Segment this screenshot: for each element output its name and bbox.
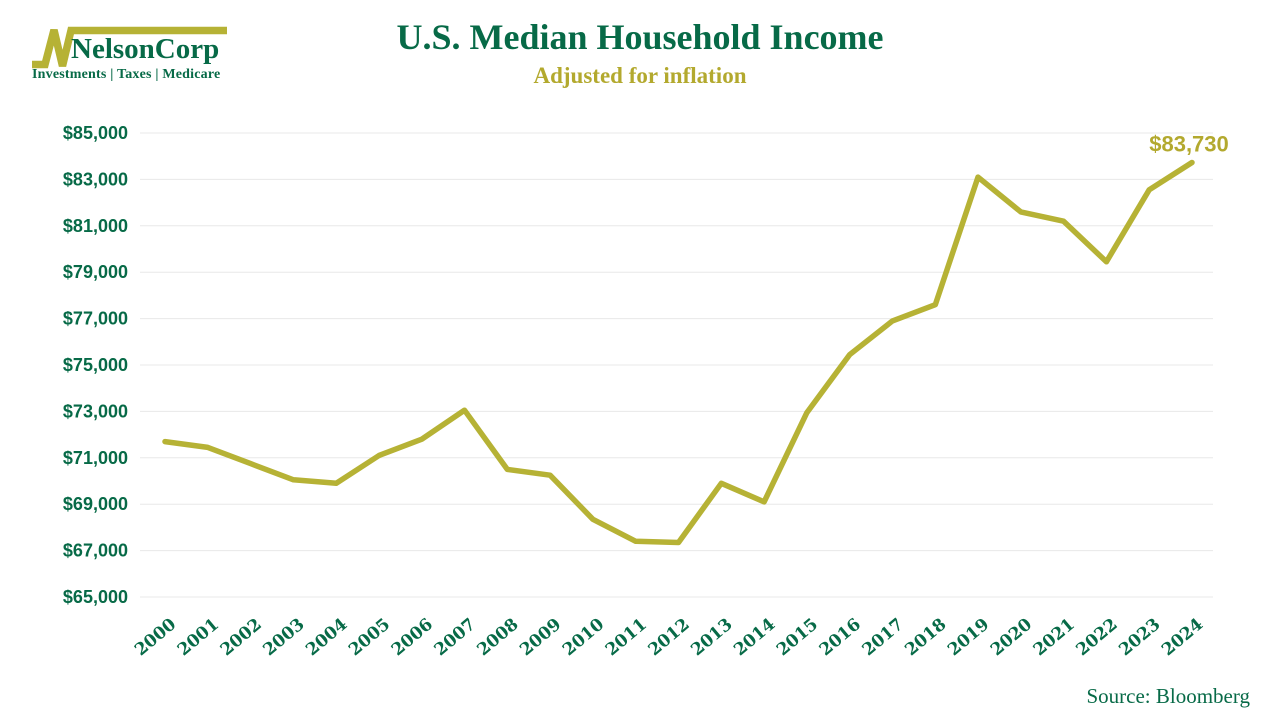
x-tick-label: 2017 (859, 615, 908, 661)
logo-brand-text: NelsonCorp (71, 33, 220, 65)
last-value-label: $83,730 (1149, 131, 1229, 156)
x-tick-label: 2016 (816, 615, 865, 661)
x-tick-label: 2019 (944, 615, 993, 661)
x-tick-label: 2008 (473, 615, 522, 661)
y-tick-label: $85,000 (63, 123, 128, 143)
x-tick-label: 2013 (687, 615, 736, 661)
x-tick-label: 2020 (987, 614, 1036, 660)
x-tick-label: 2005 (345, 615, 394, 661)
logo-n-swoosh-icon (32, 26, 227, 69)
y-tick-label: $73,000 (63, 401, 128, 421)
x-tick-label: 2009 (516, 615, 565, 661)
x-tick-label: 2007 (431, 615, 480, 661)
y-tick-label: $65,000 (63, 587, 128, 607)
chart-title: U.S. Median Household Income (396, 17, 884, 57)
nelsoncorp-logo: NelsonCorp Investments | Taxes | Medicar… (0, 0, 300, 100)
source-attribution: Source: Bloomberg (1086, 684, 1250, 708)
logo-tagline: Investments | Taxes | Medicare (32, 67, 221, 82)
y-tick-label: $67,000 (63, 541, 128, 561)
chart-header: U.S. Median Household Income Adjusted fo… (320, 0, 960, 88)
x-tick-label: 2024 (1158, 614, 1207, 660)
y-tick-label: $77,000 (63, 309, 128, 329)
x-tick-label: 2000 (131, 614, 180, 660)
y-tick-label: $79,000 (63, 262, 128, 282)
chart-subtitle: Adjusted for inflation (533, 62, 747, 88)
x-tick-label: 2006 (388, 615, 437, 661)
y-tick-label: $83,000 (63, 169, 128, 189)
x-tick-label: 2002 (217, 615, 266, 661)
x-tick-label: 2018 (901, 615, 950, 661)
nelsoncorp-logo-mark (32, 26, 227, 69)
x-tick-label: 2001 (174, 615, 223, 661)
y-tick-label: $81,000 (63, 216, 128, 236)
x-tick-label: 2015 (773, 615, 822, 661)
x-tick-label: 2021 (1030, 615, 1079, 661)
y-tick-label: $69,000 (63, 494, 128, 514)
x-tick-label: 2012 (645, 615, 694, 661)
x-tick-label: 2010 (559, 614, 608, 660)
y-tick-label: $75,000 (63, 355, 128, 375)
x-tick-label: 2022 (1073, 615, 1122, 661)
x-tick-label: 2004 (302, 614, 351, 660)
y-tick-label: $71,000 (63, 448, 128, 468)
x-tick-label: 2023 (1115, 615, 1164, 661)
x-tick-label: 2011 (602, 615, 651, 661)
x-tick-label: 2014 (730, 614, 779, 660)
x-tick-label: 2003 (259, 615, 308, 661)
income-line-series (162, 159, 1195, 546)
